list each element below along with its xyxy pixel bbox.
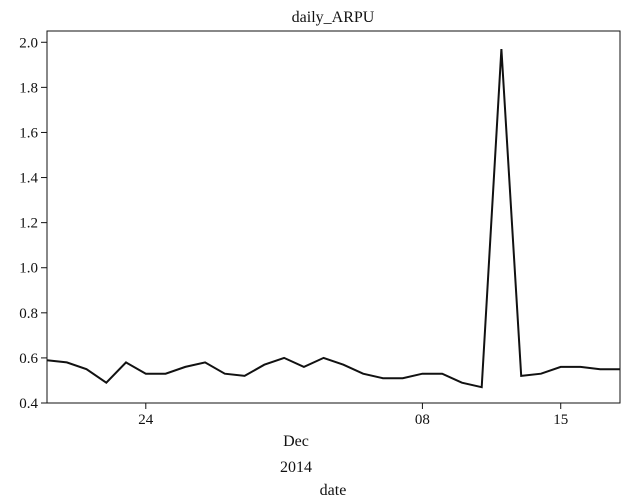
data-point-2014-12-07 bbox=[401, 377, 403, 379]
y-tick-label: 2.0 bbox=[19, 35, 38, 51]
y-tick-label: 1.0 bbox=[19, 261, 38, 277]
y-tick-label: 1.8 bbox=[19, 80, 38, 96]
data-point-2014-11-27 bbox=[204, 361, 206, 363]
x-tick-label: 08 bbox=[415, 412, 430, 428]
data-point-2014-12-01 bbox=[283, 357, 285, 359]
data-point-2014-12-02 bbox=[303, 366, 305, 368]
y-tick-label: 0.4 bbox=[19, 396, 38, 412]
data-point-2014-12-09 bbox=[441, 372, 443, 374]
data-point-2014-11-21 bbox=[85, 368, 87, 370]
data-point-2014-11-25 bbox=[164, 372, 166, 374]
plot-area-frame bbox=[46, 30, 621, 404]
data-point-2014-12-11 bbox=[480, 386, 482, 388]
x-month-label: Dec bbox=[283, 433, 309, 450]
data-point-2014-11-26 bbox=[184, 366, 186, 368]
y-tick-label: 0.8 bbox=[19, 306, 38, 322]
data-point-2014-12-04 bbox=[342, 363, 344, 365]
data-point-2014-12-13 bbox=[520, 375, 522, 377]
data-point-2014-12-05 bbox=[362, 372, 364, 374]
data-point-2014-11-28 bbox=[224, 372, 226, 374]
y-tick-label: 1.2 bbox=[19, 216, 38, 232]
y-tick-label: 0.6 bbox=[19, 351, 38, 367]
data-point-2014-12-17 bbox=[599, 368, 601, 370]
data-points bbox=[46, 48, 621, 389]
series-line-daily-arpu bbox=[46, 48, 620, 389]
x-axis: 24 08 15 bbox=[138, 403, 568, 428]
data-point-2014-12-14 bbox=[540, 372, 542, 374]
data-point-2014-11-30 bbox=[263, 363, 265, 365]
data-point-2014-12-03 bbox=[322, 357, 324, 359]
data-point-2014-11-19 bbox=[46, 359, 48, 361]
data-point-2014-12-18 bbox=[619, 368, 621, 370]
x-axis-title: date bbox=[320, 482, 347, 499]
chart-title: daily_ARPU bbox=[292, 9, 375, 26]
data-point-2014-11-23 bbox=[125, 361, 127, 363]
data-point-2014-11-24 bbox=[145, 372, 147, 374]
x-tick-label: 15 bbox=[553, 412, 568, 428]
data-point-2014-12-15 bbox=[560, 366, 562, 368]
x-tick-label: 24 bbox=[138, 412, 154, 428]
data-point-2014-11-20 bbox=[66, 361, 68, 363]
data-point-2014-12-06 bbox=[382, 377, 384, 379]
data-point-2014-12-10 bbox=[461, 382, 463, 384]
data-point-2014-12-12 bbox=[500, 48, 502, 50]
data-point-2014-11-22 bbox=[105, 382, 107, 384]
y-tick-label: 1.4 bbox=[19, 171, 38, 187]
data-point-2014-12-08 bbox=[421, 372, 423, 374]
y-tick-label: 1.6 bbox=[19, 125, 38, 141]
x-year-label: 2014 bbox=[280, 459, 312, 476]
y-axis: 0.4 0.6 0.8 1.0 1.2 1.4 1.6 1.8 2.0 bbox=[19, 35, 47, 412]
data-point-2014-12-16 bbox=[579, 366, 581, 368]
data-point-2014-11-29 bbox=[243, 375, 245, 377]
